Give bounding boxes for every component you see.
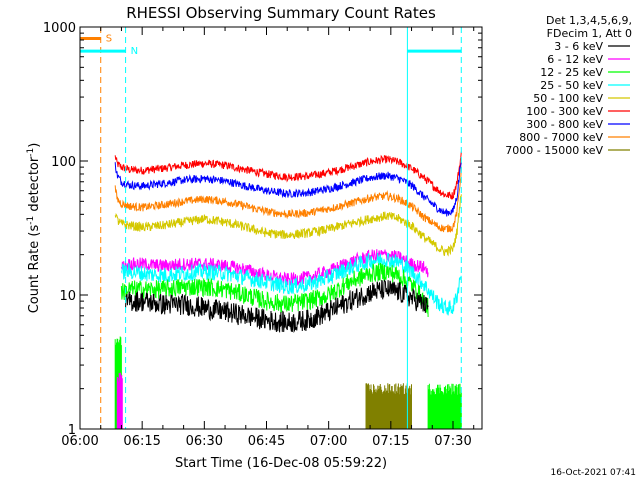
series-50-100-kev: [114, 194, 462, 257]
series-800-7000-kev: [114, 166, 462, 233]
x-tick-label: 07:30: [434, 434, 471, 449]
series-25-50-kev: [120, 252, 462, 316]
y-axis-label: Count Rate (s-1 detector-1): [26, 143, 42, 314]
y-tick-label: 10: [59, 289, 76, 304]
legend-label-3-6-kev: 3 - 6 keV: [554, 40, 603, 53]
low-band-6-12-kev: [116, 372, 123, 429]
legend-header: Det 1,3,4,5,6,9,: [546, 14, 632, 27]
chart-title: RHESSI Observing Summary Count Rates: [126, 4, 436, 22]
x-tick-label: 06:15: [123, 434, 160, 449]
series-3-6-kev: [125, 279, 429, 334]
series-300-800-kev: [114, 162, 462, 217]
y-label-main: Count Rate (s: [27, 225, 42, 314]
legend-label-6-12-kev: 6 - 12 keV: [547, 53, 603, 66]
series-layer: [114, 151, 462, 429]
legend-label-12-25-kev: 12 - 25 keV: [540, 66, 603, 79]
y-label-sup2: -1: [26, 148, 36, 157]
x-tick-label: 07:15: [372, 434, 409, 449]
y-label-end: ): [27, 143, 42, 148]
axis-layer: 06:00 06:15 06:30 06:45 07:00 07:15 07:30 1 10 10…: [43, 21, 482, 449]
flag-label-s: S: [106, 34, 112, 45]
y-tick-label: 1000: [43, 21, 76, 36]
x-tick-label: 06:30: [186, 434, 223, 449]
legend-label-25-50-kev: 25 - 50 keV: [540, 79, 603, 92]
legend: Det 1,3,4,5,6,9,FDecim 1, Att 03 - 6 keV…: [505, 14, 632, 157]
x-axis-label: Start Time (16-Dec-08 05:59:22): [175, 456, 387, 471]
legend-header: FDecim 1, Att 0: [547, 27, 632, 40]
low-band-7000-15000-kev: [365, 383, 412, 429]
series-100-300-kev: [114, 151, 462, 200]
y-tick-label: 100: [51, 155, 76, 170]
series-12-25-kev: [120, 262, 429, 318]
footer-timestamp: 16-Oct-2021 07:41: [551, 468, 636, 478]
legend-label-50-100-kev: 50 - 100 keV: [533, 92, 603, 105]
low-band-12-25-kev: [427, 383, 462, 429]
x-tick-label: 06:45: [248, 434, 285, 449]
y-label-mid: detector: [27, 156, 42, 216]
y-label-sup1: -1: [26, 216, 36, 225]
x-tick-label: 07:00: [310, 434, 347, 449]
legend-label-300-800-kev: 300 - 800 keV: [526, 118, 603, 131]
legend-label-7000-15000-kev: 7000 - 15000 keV: [505, 144, 603, 157]
y-axis-label-group: Count Rate (s-1 detector-1): [26, 143, 42, 314]
legend-label-100-300-kev: 100 - 300 keV: [526, 105, 603, 118]
flag-label-n: N: [131, 46, 138, 57]
legend-label-800-7000-kev: 800 - 7000 keV: [519, 131, 603, 144]
plot-frame: [79, 26, 483, 430]
y-tick-label: 1: [68, 423, 76, 438]
series-6-12-kev: [120, 249, 429, 286]
x-tick-label: 06:00: [61, 434, 98, 449]
